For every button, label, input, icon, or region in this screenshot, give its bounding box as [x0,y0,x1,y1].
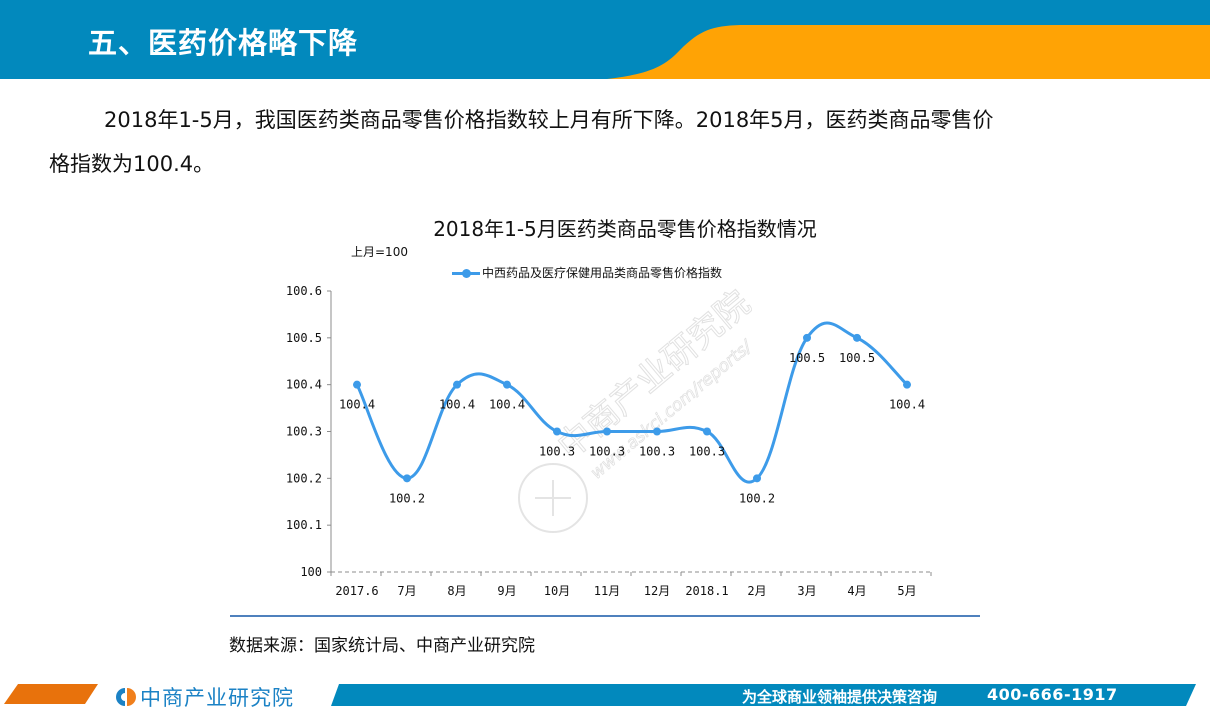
data-point-marker [553,427,561,436]
data-point-marker [803,333,811,342]
x-tick-label: 9月 [497,584,516,598]
chart-legend: 中西药品及医疗保健用品类商品零售价格指数 [452,264,722,281]
data-label: 100.2 [389,491,425,505]
data-point-marker [403,474,411,483]
data-label: 100.5 [839,351,875,365]
y-tick-label: 100.6 [286,284,322,298]
x-tick-label: 2017.6 [335,584,378,598]
x-tick-label: 4月 [847,584,866,598]
source-divider [230,615,980,617]
x-tick-label: 3月 [797,584,816,598]
y-tick-label: 100.2 [286,471,322,485]
data-label: 100.3 [539,445,575,459]
x-tick-label: 11月 [594,584,620,598]
x-tick-label: 8月 [447,584,466,598]
data-label: 100.4 [489,398,525,412]
x-tick-label: 12月 [644,584,670,598]
data-point-marker [653,427,661,436]
y-tick-label: 100.5 [286,331,322,345]
data-source-note: 数据来源：国家统计局、中商产业研究院 [229,636,535,656]
data-point-marker [703,427,711,436]
data-point-marker [853,333,861,342]
summary-paragraph: 2018年1-5月，我国医药类商品零售价格指数较上月有所下降。2018年5月，医… [49,98,1129,186]
data-label: 100.4 [339,398,375,412]
summary-line-2: 格指数为100.4。 [49,152,215,176]
data-point-marker [353,380,361,389]
unit-note: 上月=100 [351,245,408,259]
footer-shapes [4,684,1196,706]
x-tick-label: 7月 [397,584,416,598]
header-banner: 五、医药价格略下降 [0,0,1210,79]
legend-label: 中西药品及医疗保健用品类商品零售价格指数 [482,266,723,280]
data-point-marker [503,380,511,389]
y-tick-label: 100.1 [286,518,322,532]
company-logo-icon [116,688,136,706]
data-point-marker [453,380,461,389]
data-point-marker [903,380,911,389]
x-tick-label: 10月 [544,584,570,598]
header-wave-shape [0,0,1210,79]
data-label: 100.4 [439,398,475,412]
data-label: 100.4 [889,398,925,412]
data-label: 100.3 [689,445,725,459]
footer-phone: 400-666-1917 [987,685,1118,704]
data-label: 100.3 [589,445,625,459]
data-point-marker [603,427,611,436]
data-label: 100.2 [739,491,775,505]
y-tick-label: 100.3 [286,425,322,439]
footer-logo-text: 中商产业研究院 [140,686,294,710]
footer-logo: 中商产业研究院 [114,682,294,712]
data-point-marker [753,474,761,483]
data-label: 100.5 [789,351,825,365]
footer-slogan: 为全球商业领袖提供决策咨询 [742,688,938,706]
data-label: 100.3 [639,445,675,459]
y-tick-label: 100 [300,565,322,579]
page-title: 五、医药价格略下降 [88,26,359,60]
legend-line-marker-icon [452,266,480,280]
y-tick-label: 100.4 [286,378,322,392]
summary-line-1: 2018年1-5月，我国医药类商品零售价格指数较上月有所下降。2018年5月，医… [104,108,994,132]
chart-title: 2018年1-5月医药类商品零售价格指数情况 [433,217,817,241]
x-tick-label: 2018.1 [685,584,728,598]
x-tick-label: 5月 [897,584,916,598]
footer-bar [0,680,1210,716]
x-tick-label: 2月 [747,584,766,598]
